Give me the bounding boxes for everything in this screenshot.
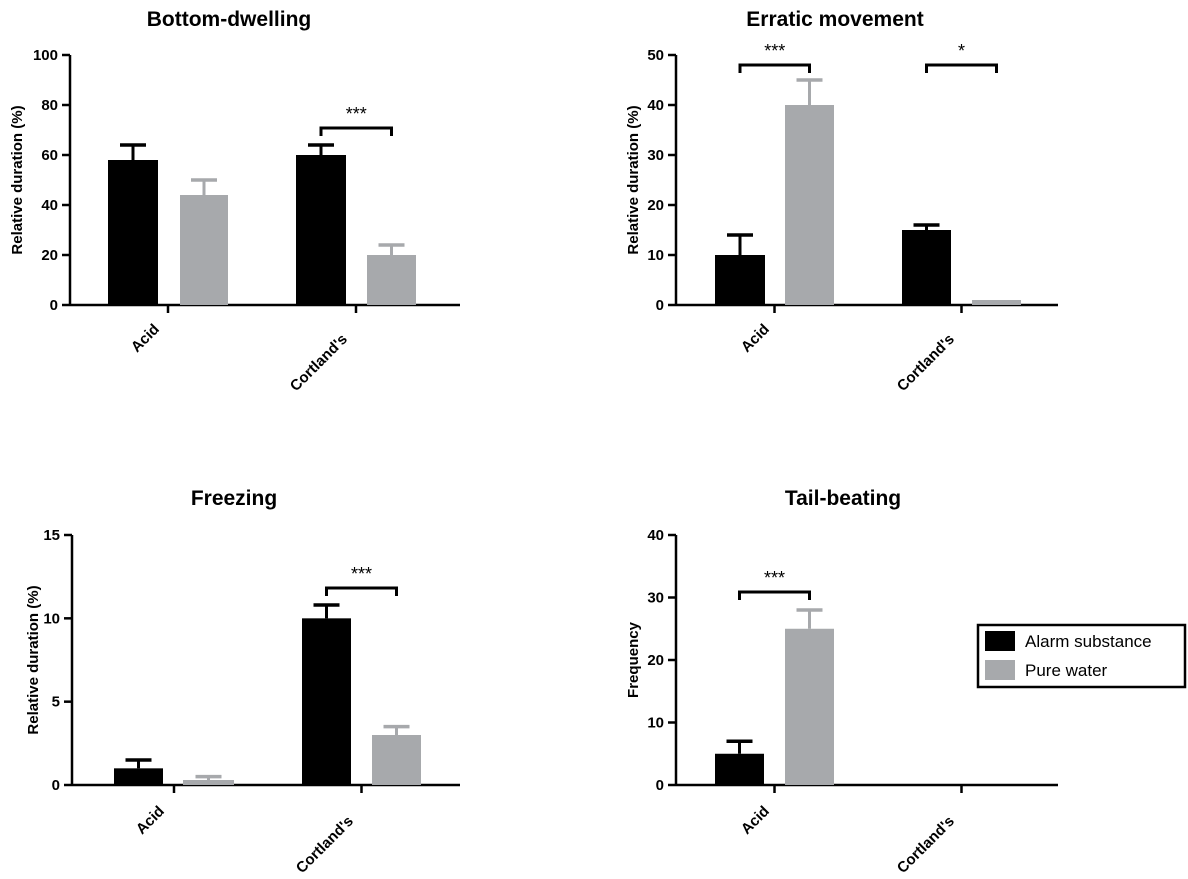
bar: [367, 255, 416, 305]
y-tick-label: 10: [647, 715, 664, 732]
y-tick-label: 60: [41, 147, 58, 164]
significance-label: ***: [764, 568, 785, 588]
bar: [715, 753, 764, 785]
bar: [108, 160, 158, 305]
y-axis-label: Frequency: [625, 621, 642, 698]
y-tick-label: 0: [52, 777, 60, 794]
y-axis-label: Relative duration (%): [625, 105, 642, 254]
y-tick-label: 30: [647, 147, 664, 164]
bar: [972, 300, 1021, 305]
significance-bracket: [738, 590, 811, 600]
significance-label: ***: [764, 41, 785, 61]
significance-label: ***: [346, 104, 367, 124]
legend-swatch: [985, 660, 1015, 680]
y-tick-label: 40: [647, 527, 664, 544]
y-tick-label: 15: [43, 527, 60, 544]
bar: [785, 105, 834, 305]
y-tick-label: 30: [647, 590, 664, 607]
y-tick-label: 0: [50, 297, 58, 314]
legend-swatch: [985, 631, 1015, 651]
y-tick-label: 100: [33, 47, 58, 64]
y-axis-label: Relative duration (%): [25, 585, 42, 734]
x-tick-label: Cortland's: [293, 813, 357, 877]
significance-bracket: [925, 63, 998, 73]
bar: [715, 255, 765, 305]
bar: [180, 195, 228, 305]
y-tick-label: 20: [41, 247, 58, 264]
bar: [785, 628, 834, 785]
y-tick-label: 40: [647, 97, 664, 114]
significance-bracket: [325, 586, 398, 596]
bar: [183, 780, 234, 785]
significance-label: ***: [351, 564, 372, 584]
x-tick-label: Acid: [133, 803, 168, 838]
y-tick-label: 10: [647, 247, 664, 264]
x-tick-label: Cortland's: [894, 813, 958, 877]
y-tick-label: 10: [43, 610, 60, 627]
y-tick-label: 50: [647, 47, 664, 64]
y-tick-label: 0: [656, 297, 664, 314]
x-tick-label: Cortland's: [287, 331, 351, 395]
y-tick-label: 5: [52, 694, 60, 711]
chart-title: Freezing: [191, 487, 277, 510]
chart-title: Tail-beating: [785, 487, 901, 510]
legend-label: Alarm substance: [1025, 632, 1152, 651]
bar: [114, 768, 163, 785]
legend: Alarm substance Pure water: [976, 623, 1187, 689]
x-tick-label: Acid: [128, 321, 163, 356]
chart-title: Bottom-dwelling: [147, 8, 311, 31]
x-tick-label: Cortland's: [894, 331, 958, 395]
chart-panel: Erratic movement Relative duration (%) 0 10…: [625, 8, 1058, 395]
y-axis-label: Relative duration (%): [9, 105, 26, 254]
x-tick-label: Acid: [738, 803, 773, 838]
bar: [302, 618, 351, 785]
y-tick-label: 80: [41, 97, 58, 114]
y-tick-label: 20: [647, 652, 664, 669]
x-tick-label: Acid: [738, 321, 773, 356]
significance-label: *: [958, 41, 965, 61]
significance-bracket: [319, 126, 393, 136]
y-tick-label: 0: [656, 777, 664, 794]
legend-label: Pure water: [1025, 661, 1108, 680]
y-tick-label: 20: [647, 197, 664, 214]
bar: [296, 155, 346, 305]
y-tick-label: 40: [41, 197, 58, 214]
bar: [902, 230, 951, 305]
chart-title: Erratic movement: [746, 8, 923, 31]
bar: [372, 735, 421, 785]
significance-bracket: [738, 63, 811, 73]
chart-panel: Bottom-dwelling Relative duration (%) 0 20 4…: [9, 8, 460, 395]
chart-panel: Freezing Relative duration (%) 0 5 10 15 Acid C…: [25, 487, 460, 877]
